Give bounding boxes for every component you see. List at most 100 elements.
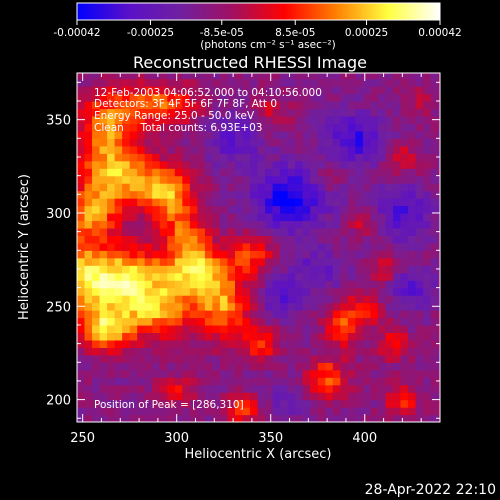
heatmap-cell xyxy=(257,130,266,139)
heatmap-cell xyxy=(167,123,176,132)
heatmap-cell xyxy=(265,93,274,102)
heatmap-cell xyxy=(250,414,259,422)
heatmap-cell xyxy=(122,347,131,356)
heatmap-cell xyxy=(287,160,296,169)
heatmap-cell xyxy=(272,160,281,169)
heatmap-cell xyxy=(152,168,161,177)
heatmap-cell xyxy=(340,347,349,356)
heatmap-cell xyxy=(129,414,138,422)
heatmap-cell xyxy=(114,392,123,401)
heatmap-cell xyxy=(370,198,379,207)
heatmap-cell xyxy=(152,280,161,289)
heatmap-cell xyxy=(197,212,206,222)
heatmap-cell xyxy=(137,332,146,341)
heatmap-cell xyxy=(347,332,356,341)
heatmap-cell xyxy=(438,250,440,259)
heatmap-cell xyxy=(310,332,319,341)
heatmap-cell xyxy=(129,108,138,117)
heatmap-cell xyxy=(400,414,409,422)
heatmap-cell xyxy=(174,302,183,311)
heatmap-cell xyxy=(129,302,138,311)
heatmap-cell xyxy=(212,332,221,341)
heatmap-cell xyxy=(400,272,409,281)
heatmap-cell xyxy=(423,407,432,416)
heatmap-cell xyxy=(152,78,161,87)
colorbar-tick-label: -8.5e-05 xyxy=(200,27,244,39)
heatmap-cell xyxy=(212,168,221,177)
heatmap-cell xyxy=(415,287,424,296)
heatmap-cell xyxy=(122,295,131,304)
heatmap-cell xyxy=(340,108,349,117)
heatmap-cell xyxy=(227,130,236,139)
heatmap-cell xyxy=(295,205,304,214)
heatmap-cell xyxy=(159,183,168,192)
heatmap-cell xyxy=(174,407,183,416)
heatmap-cell xyxy=(167,93,176,102)
heatmap-cell xyxy=(400,123,409,132)
heatmap-cell xyxy=(197,160,206,169)
heatmap-cell xyxy=(280,160,289,169)
heatmap-cell xyxy=(392,317,402,326)
heatmap-cell xyxy=(332,175,341,184)
heatmap-cell xyxy=(392,153,402,162)
heatmap-cell xyxy=(84,354,93,363)
heatmap-cell xyxy=(227,324,236,334)
heatmap-cell xyxy=(129,242,138,251)
y-axis-label: Heliocentric Y (arcsec) xyxy=(17,174,32,320)
heatmap-cell xyxy=(99,198,108,207)
heatmap-cell xyxy=(355,198,364,207)
heatmap-cell xyxy=(400,324,409,334)
heatmap-cell xyxy=(197,384,206,393)
heatmap-cell xyxy=(272,257,281,266)
heatmap-cell xyxy=(227,392,236,401)
heatmap-cell xyxy=(385,190,394,199)
heatmap-cell xyxy=(332,235,341,244)
heatmap-cell xyxy=(332,399,341,408)
heatmap-cell xyxy=(392,130,402,139)
heatmap-cell xyxy=(310,198,319,207)
heatmap-cell xyxy=(257,86,266,95)
heatmap-cell xyxy=(174,100,183,110)
heatmap-cell xyxy=(114,220,123,229)
heatmap-cell xyxy=(234,78,244,87)
heatmap-cell xyxy=(280,212,289,222)
heatmap-cell xyxy=(280,377,289,386)
heatmap-cell xyxy=(189,377,198,386)
heatmap-cell xyxy=(340,384,349,393)
heatmap-cell xyxy=(295,153,304,162)
heatmap-cell xyxy=(295,302,304,311)
heatmap-cell xyxy=(204,257,214,266)
heatmap-cell xyxy=(159,220,168,229)
heatmap-cell xyxy=(377,130,387,139)
heatmap-cell xyxy=(362,369,372,378)
heatmap-cell xyxy=(204,86,214,95)
heatmap-cell xyxy=(302,317,311,326)
heatmap-cell xyxy=(340,130,349,139)
heatmap-cell xyxy=(423,354,432,363)
heatmap-cell xyxy=(137,145,146,154)
heatmap-cell xyxy=(295,384,304,393)
heatmap-cell xyxy=(107,93,116,102)
heatmap-cell xyxy=(317,78,326,87)
heatmap-cell xyxy=(144,138,153,147)
heatmap-cell xyxy=(400,280,409,289)
heatmap-cell xyxy=(415,73,424,80)
heatmap-cell xyxy=(377,354,387,363)
heatmap-cell xyxy=(257,227,266,236)
heatmap-cell xyxy=(287,332,296,341)
heatmap-cell xyxy=(295,123,304,132)
heatmap-cell xyxy=(325,339,334,348)
heatmap-cell xyxy=(438,407,440,416)
heatmap-cell xyxy=(430,332,439,341)
heatmap-cell xyxy=(77,175,86,184)
heatmap-cell xyxy=(167,377,176,386)
heatmap-cell xyxy=(92,168,101,177)
heatmap-cell xyxy=(174,339,183,348)
heatmap-cell xyxy=(408,377,417,386)
heatmap-cell xyxy=(272,138,281,147)
heatmap-cell xyxy=(355,257,364,266)
heatmap-cell xyxy=(325,73,334,80)
heatmap-cell xyxy=(122,377,131,386)
heatmap-cell xyxy=(99,220,108,229)
heatmap-cell xyxy=(242,100,251,110)
